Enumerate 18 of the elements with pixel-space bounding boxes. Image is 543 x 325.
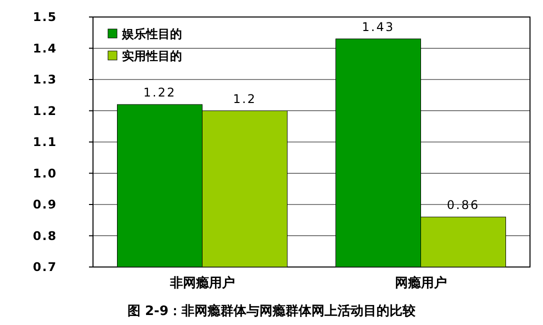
y-tick-label: 1.3: [32, 72, 58, 86]
data-label: 1.43: [362, 20, 395, 34]
data-label: 0.86: [446, 198, 480, 212]
y-tick-label: 0.9: [32, 198, 58, 212]
y-tick-label: 1.4: [32, 41, 58, 56]
text: 图 2-9：非网瘾群体与网瘾群体网上活动目的比较: [127, 303, 417, 319]
y-tick-label: 1.1: [32, 135, 58, 149]
y-tick-label: 1.2: [32, 104, 58, 118]
y-tick-label: 0.7: [32, 260, 58, 274]
legend-label: 娱乐性目的: [121, 27, 182, 41]
y-tick-label: 1.5: [32, 10, 58, 24]
x-tick-label: 非网瘾用户: [168, 275, 235, 291]
y-tick-label: 0.8: [32, 228, 58, 243]
data-label: 1.22: [143, 86, 176, 100]
y-tick-label: 1.0: [32, 166, 58, 180]
data-label: 1.2: [232, 92, 257, 106]
legend-label: 实用性目的: [122, 49, 182, 63]
x-tick-label: 网瘾用户: [394, 275, 447, 291]
